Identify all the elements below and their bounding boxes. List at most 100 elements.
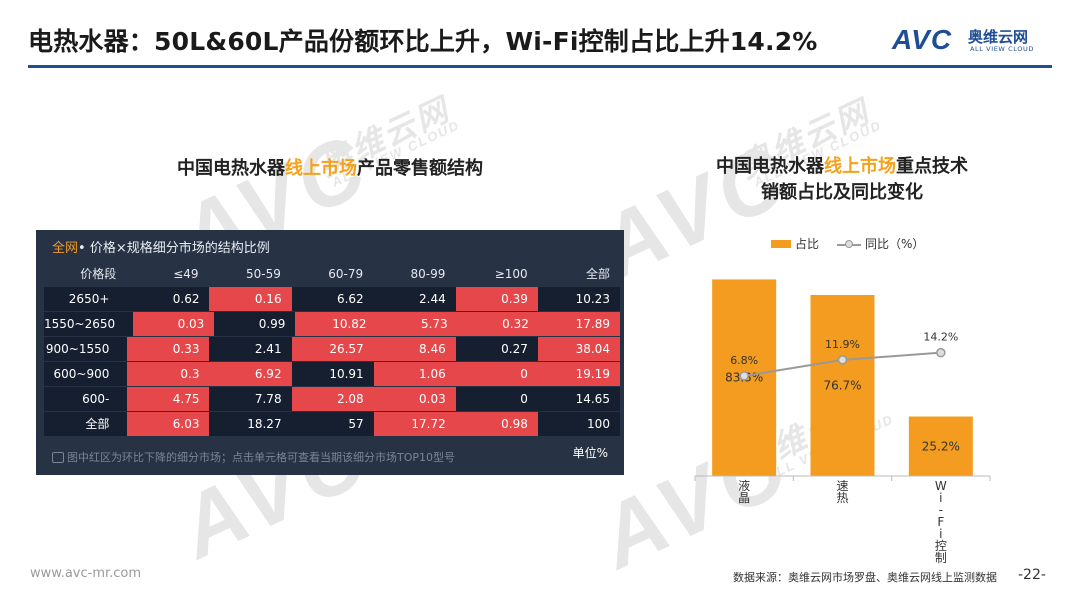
column-header: 价格段 <box>44 262 127 287</box>
column-header: 50-59 <box>208 262 291 287</box>
right-title-highlight: 线上市场 <box>824 156 896 177</box>
yoy-point <box>837 355 848 365</box>
structure-table-panel: 全网• 价格×规格细分市场的结构比例 价格段 ≤49 50-59 60-79 80-99… <box>36 230 624 475</box>
table-note: 图中红区为环比下降的细分市场；点击单元格可查看当期该细分市场TOP10型号 <box>52 449 455 465</box>
table-cell[interactable]: 0.03 <box>133 312 215 337</box>
chart-legend: 占比 同比（%） <box>771 235 924 252</box>
website-url: www.avc-mr.com <box>30 566 142 581</box>
table-cell[interactable]: 5.73 <box>376 312 458 337</box>
logo-name-en: ALL VIEW CLOUD <box>970 45 1034 53</box>
row-label: 1550~2650 <box>44 312 134 337</box>
table-cell[interactable]: 38.04 <box>537 337 620 362</box>
page-title: 电热水器：50L&60L产品份额环比上升，Wi-Fi控制占比上升14.2% <box>28 27 818 56</box>
page-number: -22- <box>1018 567 1046 583</box>
logo-brand: AVC <box>892 24 953 55</box>
table-cell[interactable]: 0 <box>455 387 538 412</box>
table-cell[interactable]: 100 <box>537 412 620 437</box>
left-title-highlight: 线上市场 <box>285 158 357 179</box>
table-row: 1550~2650 0.03 0.99 10.82 5.73 0.32 17.89 <box>44 312 620 337</box>
table-cell[interactable]: 0.32 <box>457 312 539 337</box>
table-cell[interactable]: 6.03 <box>127 412 210 437</box>
table-cell[interactable]: 6.92 <box>209 362 292 387</box>
category-label: 速热 <box>836 479 848 505</box>
column-header: 全部 <box>537 262 620 287</box>
table-title-accent: 全网 <box>52 241 79 256</box>
yoy-value-label: 11.9% <box>825 338 860 351</box>
table-cell[interactable]: 14.65 <box>537 387 620 412</box>
yoy-point <box>936 347 946 358</box>
right-title-line2: 销额占比及同比变化 <box>761 182 923 203</box>
table-cell[interactable]: 17.72 <box>373 412 456 437</box>
row-label: 600~900 <box>44 362 128 387</box>
row-label: 全部 <box>44 412 128 437</box>
table-cell[interactable]: 0.03 <box>373 387 456 412</box>
column-header: 60-79 <box>290 262 374 287</box>
table-row: 600- 4.75 7.78 2.08 0.03 0 14.65 <box>44 387 620 412</box>
row-label: 900~1550 <box>44 337 128 362</box>
table-cell[interactable]: 6.62 <box>291 287 374 312</box>
right-title-pre: 中国电热水器 <box>716 156 824 177</box>
comment-icon <box>52 452 64 463</box>
table-cell[interactable]: 2.41 <box>209 337 292 362</box>
table-row: 900~1550 0.33 2.41 26.57 8.46 0.27 38.04 <box>44 337 620 362</box>
left-chart-title: 中国电热水器线上市场产品零售额结构 <box>36 154 624 180</box>
table-cell[interactable]: 10.23 <box>537 287 620 312</box>
table-row: 2650+ 0.62 0.16 6.62 2.44 0.39 10.23 <box>44 287 620 312</box>
row-label: 2650+ <box>44 287 128 312</box>
bar-value-label: 25.2% <box>922 439 960 453</box>
table-cell[interactable]: 1.06 <box>373 362 456 387</box>
table-cell[interactable]: 0.99 <box>214 312 296 337</box>
table-cell[interactable]: 0.3 <box>127 362 210 387</box>
yoy-value-label: 6.8% <box>730 354 758 367</box>
yoy-value-label: 14.2% <box>923 331 958 344</box>
left-title-post: 产品零售额结构 <box>357 158 483 179</box>
category-label: 液晶 <box>738 478 750 505</box>
table-cell[interactable]: 4.75 <box>127 387 210 412</box>
header-divider <box>28 65 1052 68</box>
right-chart-title: 中国电热水器线上市场重点技术 销额占比及同比变化 <box>690 154 994 206</box>
table-cell[interactable]: 10.91 <box>291 362 374 387</box>
table-unit: 单位% <box>572 446 608 460</box>
table-cell[interactable]: 0 <box>455 362 538 387</box>
table-title-text: • 价格×规格细分市场的结构比例 <box>78 241 270 256</box>
table-cell[interactable]: 0.98 <box>455 412 538 437</box>
bar-value-label: 76.7% <box>823 378 861 392</box>
legend-bar-label: 占比 <box>795 237 820 251</box>
table-cell[interactable]: 2.44 <box>373 287 456 312</box>
logo-name-cn: 奥维云网 <box>968 28 1029 46</box>
right-title-post: 重点技术 <box>896 156 968 177</box>
table-cell[interactable]: 0.27 <box>455 337 538 362</box>
table-cell[interactable]: 0.39 <box>455 287 538 312</box>
left-title-pre: 中国电热水器 <box>177 158 285 179</box>
table-cell[interactable]: 26.57 <box>291 337 374 362</box>
table-cell[interactable]: 7.78 <box>209 387 292 412</box>
table-cell[interactable]: 18.27 <box>209 412 292 437</box>
table-cell[interactable]: 19.19 <box>537 362 620 387</box>
column-header: ≤49 <box>126 262 209 287</box>
data-source: 数据来源：奥维云网市场罗盘、奥维云网线上监测数据 <box>733 571 997 584</box>
legend-line-label: 同比（%） <box>865 237 925 251</box>
table-note-text: 图中红区为环比下降的细分市场；点击单元格可查看当期该细分市场TOP10型号 <box>67 451 456 464</box>
table-cell[interactable]: 57 <box>291 412 374 437</box>
legend-line-swatch <box>837 240 862 248</box>
table-row: 600~900 0.3 6.92 10.91 1.06 0 19.19 <box>44 362 620 387</box>
structure-table: 价格段 ≤49 50-59 60-79 80-99 ≥100 全部 2650+ 0.62 0.16… <box>44 262 620 437</box>
right-title-line1: 中国电热水器线上市场重点技术 <box>690 154 994 180</box>
table-cell[interactable]: 8.46 <box>373 337 456 362</box>
yoy-point <box>739 371 749 381</box>
table-cell[interactable]: 2.08 <box>291 387 374 412</box>
bar <box>810 294 875 476</box>
table-title: 全网• 价格×规格细分市场的结构比例 <box>52 237 270 256</box>
table-cell[interactable]: 0.16 <box>209 287 292 312</box>
legend-bar-swatch <box>771 240 791 248</box>
column-header: 80-99 <box>373 262 456 287</box>
column-header: ≥100 <box>455 262 538 287</box>
table-cell[interactable]: 10.82 <box>295 312 377 337</box>
table-row: 全部 6.03 18.27 57 17.72 0.98 100 <box>44 412 620 437</box>
table-cell[interactable]: 0.62 <box>127 287 210 312</box>
table-cell[interactable]: 17.89 <box>538 312 620 337</box>
table-cell[interactable]: 0.33 <box>127 337 210 362</box>
table-header-row: 价格段 ≤49 50-59 60-79 80-99 ≥100 全部 <box>44 262 620 287</box>
